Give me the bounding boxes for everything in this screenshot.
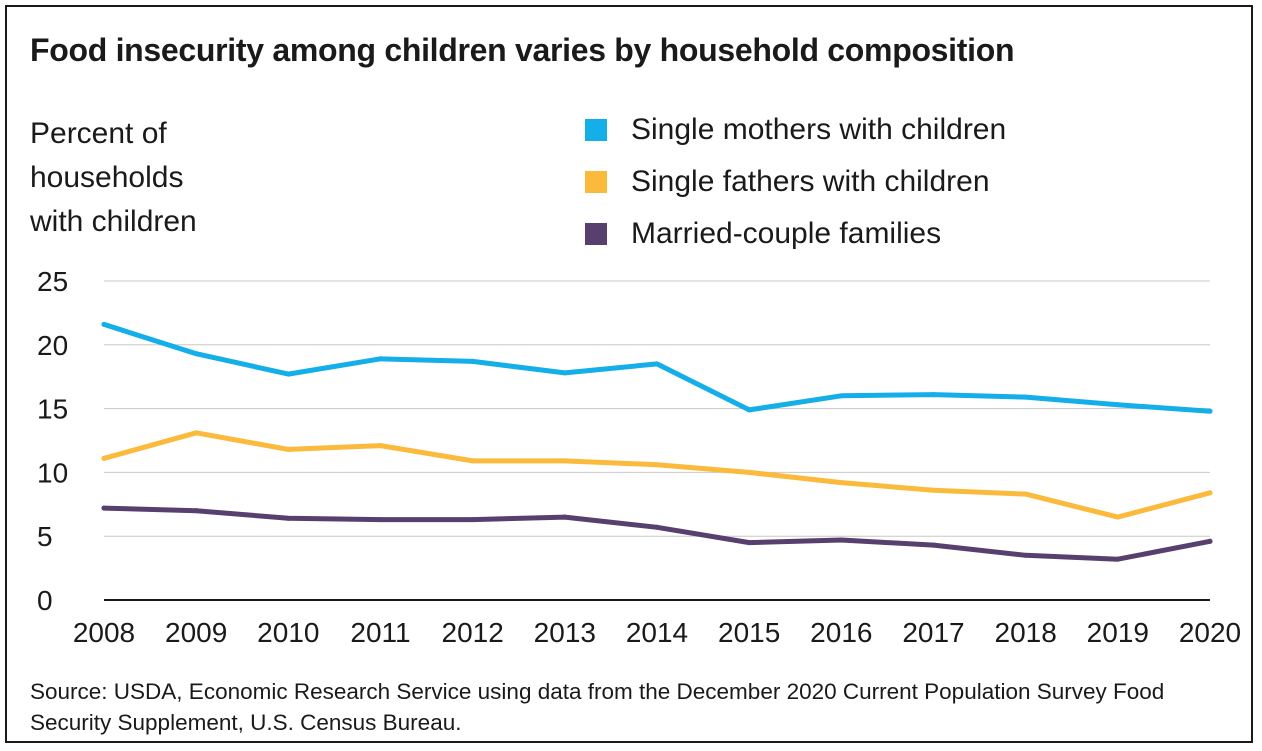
data-point-single-mothers-2008	[101, 321, 107, 327]
x-tick-label-2020: 2020	[1179, 617, 1241, 648]
data-point-single-fathers-2009	[193, 430, 199, 436]
x-tick-label-2018: 2018	[995, 617, 1057, 648]
x-tick-label-2016: 2016	[810, 617, 872, 648]
data-point-married-couples-2014	[654, 524, 660, 530]
data-point-single-mothers-2013	[562, 370, 568, 376]
data-point-married-couples-2008	[101, 505, 107, 511]
data-point-single-mothers-2015	[746, 407, 752, 413]
data-point-single-mothers-2014	[654, 361, 660, 367]
data-point-married-couples-2020	[1207, 538, 1213, 544]
data-point-single-fathers-2010	[285, 446, 291, 452]
legend-label-married-couples: Married-couple families	[631, 217, 942, 250]
data-point-married-couples-2017	[931, 542, 936, 548]
data-point-single-fathers-2020	[1207, 490, 1213, 496]
data-point-single-mothers-2018	[1023, 394, 1029, 400]
legend-item-married-couples: Married-couple families	[585, 208, 1006, 260]
data-point-single-mothers-2011	[378, 356, 383, 362]
data-point-married-couples-2012	[470, 517, 476, 523]
data-point-single-fathers-2008	[101, 455, 107, 461]
y-tick-label-25: 25	[37, 266, 68, 297]
data-point-married-couples-2010	[285, 515, 291, 521]
y-axis-label: Percent of households with children	[30, 117, 197, 238]
data-point-single-mothers-2019	[1115, 402, 1121, 408]
data-point-married-couples-2015	[746, 540, 752, 546]
data-point-single-fathers-2014	[654, 462, 660, 468]
x-tick-label-2014: 2014	[626, 617, 688, 648]
data-point-single-fathers-2013	[562, 458, 568, 464]
data-point-single-fathers-2016	[838, 480, 844, 486]
y-tick-label-10: 10	[37, 457, 68, 488]
data-point-single-fathers-2015	[746, 469, 752, 475]
source-note: Source: USDA, Economic Research Service …	[30, 679, 1165, 735]
legend-swatch-single-mothers	[585, 119, 607, 141]
legend: Single mothers with children Single fath…	[585, 104, 1006, 260]
legend-item-single-mothers: Single mothers with children	[585, 104, 1006, 156]
chart-title: Food insecurity among children varies by…	[30, 32, 1015, 68]
y-tick-label-0: 0	[37, 585, 53, 616]
x-tick-label-2009: 2009	[165, 617, 227, 648]
x-tick-label-2012: 2012	[442, 617, 504, 648]
data-point-single-mothers-2010	[285, 371, 291, 377]
data-point-married-couples-2018	[1023, 552, 1029, 558]
x-tick-label-2008: 2008	[73, 617, 135, 648]
data-point-single-fathers-2017	[931, 487, 936, 493]
data-point-single-mothers-2017	[931, 392, 936, 398]
data-point-single-mothers-2012	[470, 358, 476, 364]
data-point-married-couples-2016	[838, 537, 844, 543]
x-tick-label-2011: 2011	[350, 617, 410, 648]
data-point-single-fathers-2019	[1115, 514, 1121, 520]
data-point-married-couples-2011	[378, 517, 383, 523]
series-line-single-mothers	[101, 321, 1213, 414]
series-line-single-fathers	[101, 430, 1213, 520]
data-point-married-couples-2019	[1115, 556, 1121, 562]
data-point-married-couples-2009	[193, 508, 199, 514]
y-tick-label-20: 20	[37, 330, 68, 361]
data-point-single-mothers-2020	[1207, 408, 1213, 414]
legend-label-single-mothers: Single mothers with children	[631, 113, 1007, 146]
y-tick-label-15: 15	[37, 394, 68, 425]
chart-frame	[5, 5, 1253, 743]
x-tick-label-2015: 2015	[718, 617, 780, 648]
data-point-married-couples-2013	[562, 514, 568, 520]
x-tick-label-2017: 2017	[902, 617, 964, 648]
data-point-single-fathers-2012	[470, 458, 476, 464]
x-tick-label-2010: 2010	[257, 617, 319, 648]
legend-swatch-married-couples	[585, 223, 607, 245]
y-tick-label-5: 5	[37, 521, 53, 552]
legend-swatch-single-fathers	[585, 171, 607, 193]
legend-label-single-fathers: Single fathers with children	[631, 165, 990, 198]
legend-item-single-fathers: Single fathers with children	[585, 156, 1006, 208]
series-line-married-couples	[101, 505, 1213, 562]
data-point-single-fathers-2018	[1023, 491, 1029, 497]
data-point-single-mothers-2016	[838, 393, 844, 399]
data-point-single-mothers-2009	[193, 351, 199, 357]
x-tick-label-2013: 2013	[534, 617, 596, 648]
x-tick-label-2019: 2019	[1087, 617, 1149, 648]
data-point-single-fathers-2011	[378, 443, 383, 449]
